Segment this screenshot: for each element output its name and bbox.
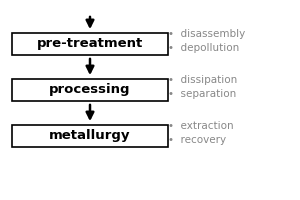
Text: pre-treatment: pre-treatment bbox=[37, 38, 143, 50]
Text: •  recovery: • recovery bbox=[168, 135, 226, 145]
Text: •  disassembly: • disassembly bbox=[168, 29, 245, 39]
Bar bbox=[12, 125, 168, 147]
Bar bbox=[12, 33, 168, 55]
Text: •  extraction: • extraction bbox=[168, 121, 234, 131]
Text: processing: processing bbox=[49, 83, 131, 96]
Text: •  separation: • separation bbox=[168, 89, 236, 99]
Text: •  dissipation: • dissipation bbox=[168, 75, 237, 85]
Text: •  depollution: • depollution bbox=[168, 43, 239, 53]
Text: metallurgy: metallurgy bbox=[49, 130, 131, 142]
Bar bbox=[12, 79, 168, 101]
